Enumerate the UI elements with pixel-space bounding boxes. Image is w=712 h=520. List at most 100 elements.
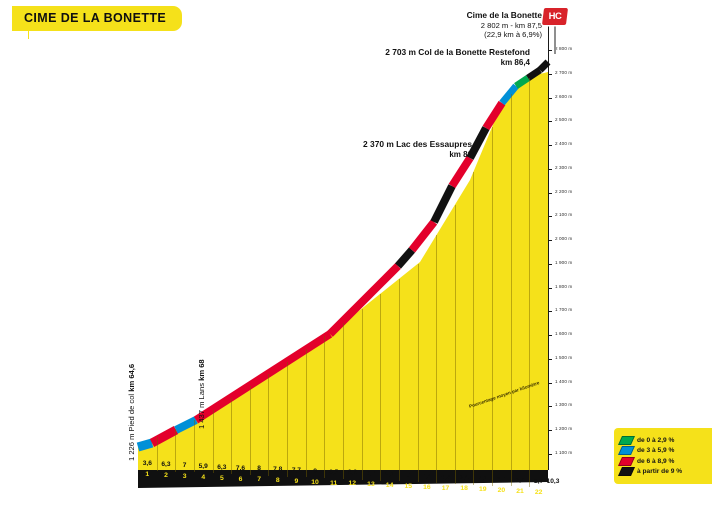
callout-pied-de-col-text: 1 226 m Pied de col (127, 391, 136, 461)
gradient-value: 6,7 (496, 475, 506, 483)
gradient-value: 10,3 (546, 478, 560, 485)
km-marker: 12 (348, 480, 357, 488)
y-tick-mark (548, 192, 552, 194)
y-tick-label: 1 800 m (555, 283, 573, 289)
km-marker: 13 (367, 481, 375, 489)
y-tick-mark (548, 73, 552, 75)
y-tick-mark (548, 287, 552, 289)
km-marker: 8 (275, 477, 280, 485)
gradient-value: 6,3 (217, 463, 227, 471)
y-tick-mark (548, 335, 552, 337)
y-tick-mark (548, 168, 552, 170)
y-tick-mark (548, 382, 552, 384)
gradient-value: 9 (406, 471, 411, 479)
legend-item: de 0 à 2,9 % (617, 435, 712, 445)
legend-item: de 6 à 8,9 % (617, 456, 712, 466)
y-tick-mark (548, 121, 552, 123)
hc-badge-label: HC (548, 11, 562, 22)
callout-restefond: 2 703 m Col de la Bonette Restefond km 8… (385, 47, 530, 68)
km-marker: 18 (460, 485, 468, 493)
y-tick-label: 2 400 m (555, 141, 573, 147)
gradient-value: 2,7 (534, 477, 544, 485)
y-tick-mark (548, 454, 552, 455)
km-marker: 6 (238, 475, 243, 483)
legend-swatch (617, 467, 636, 476)
km-marker: 7 (257, 476, 262, 484)
gradient-band (136, 59, 551, 452)
callout-pied-de-col-km: km 64,6 (127, 363, 136, 392)
y-tick-label: 2 200 m (555, 188, 573, 194)
legend-swatch (617, 446, 636, 455)
gradient-legend: de 0 à 2,9 % de 3 à 5,9 % de 6 à 8,9 % à pa… (614, 428, 712, 484)
gradient-value: 8 (257, 465, 261, 473)
y-tick-label: 1 700 m (555, 307, 573, 313)
y-tick-mark (548, 240, 552, 242)
gradient-value: 9,4 (459, 474, 469, 482)
y-tick-label: 1 400 m (555, 378, 573, 384)
title-accent-line (28, 27, 29, 39)
gradient-value: 6,6 (347, 469, 357, 477)
km-marker: 4 (201, 473, 206, 481)
page-title: CIME DE LA BONETTE (12, 6, 183, 31)
legend-label: à partir de 9 % (637, 468, 683, 475)
sign-pole (554, 24, 556, 54)
gradient-value: 7,2 (478, 475, 488, 483)
y-tick-mark (548, 50, 552, 51)
callout-lans-km: km 68 (197, 359, 206, 381)
profile-body (138, 72, 548, 470)
legend-item: de 3 à 5,9 % (617, 446, 712, 455)
km-marker: 1 (145, 471, 150, 479)
callout-summit-detail: 2 802 m - km 87,5 (480, 20, 542, 30)
callout-lans-text: 1 437 m Lans (197, 380, 206, 429)
y-tick-label: 2 500 m (555, 117, 573, 123)
y-tick-label: 1 500 m (555, 354, 573, 360)
km-marker: 21 (516, 487, 524, 495)
km-marker: 5 (219, 474, 224, 482)
gradient-value: 3,6 (142, 460, 152, 468)
gradient-value: 5,9 (198, 462, 208, 470)
km-ruler-strip (138, 470, 548, 488)
y-tick-label: 1 100 m (555, 450, 573, 455)
y-tick-label: 2 300 m (555, 164, 573, 170)
y-tick-label: 1 600 m (555, 331, 573, 337)
km-marker: 9 (294, 477, 299, 485)
gradient-value: 6,8 (366, 470, 376, 478)
callout-summit-detail2: (22,9 km à 6,9%) (484, 29, 542, 39)
gradient-value: 3,7 (515, 476, 525, 484)
km-marker: 2 (164, 472, 168, 480)
y-tick-mark (548, 216, 552, 218)
gradient-value: 4,3 (440, 473, 451, 481)
gradient-value: 7,4 (422, 472, 432, 480)
gradient-value: 6,5 (329, 468, 339, 476)
km-marker: 3 (182, 473, 187, 481)
callout-lac-name: 2 370 m Lac des Essaupres (363, 139, 472, 149)
gradient-value: 7,8 (273, 466, 283, 474)
km-marker: 16 (423, 483, 431, 491)
legend-item: à partir de 9 % (617, 467, 712, 476)
km-marker: 10 (311, 478, 319, 486)
y-tick-label: 1 300 m (555, 402, 573, 408)
callout-lac-des-essaupres: 2 370 m Lac des Essaupres km 81 (363, 139, 472, 160)
y-axis-line (548, 18, 549, 470)
km-marker: 14 (385, 482, 394, 490)
y-tick-label: 1 200 m (555, 426, 573, 432)
km-marker: 19 (478, 486, 487, 494)
legend-swatch (617, 456, 636, 466)
hc-category-sign: HC (541, 8, 569, 54)
callout-lac-km: km 81 (449, 149, 472, 159)
gradient-value: 8,1 (384, 471, 395, 479)
gradient-value: 7 (182, 462, 187, 470)
y-tick-label: 2 100 m (555, 212, 573, 218)
y-tick-label: 2 600 m (555, 93, 573, 99)
callout-lans: 1 437 m Lans km 68 (197, 359, 206, 429)
y-tick-mark (548, 263, 552, 265)
gradient-value: 8 (313, 467, 317, 475)
y-tick-label: 2 800 m (555, 46, 573, 51)
callout-pied-de-col: 1 226 m Pied de col km 64,6 (127, 364, 136, 461)
legend-label: de 6 à 8,9 % (637, 457, 675, 465)
callout-summit: Cime de la Bonette 2 802 m - km 87,5 (22… (467, 10, 542, 39)
y-tick-mark (548, 145, 552, 147)
y-tick-label: 2 700 m (555, 69, 573, 75)
